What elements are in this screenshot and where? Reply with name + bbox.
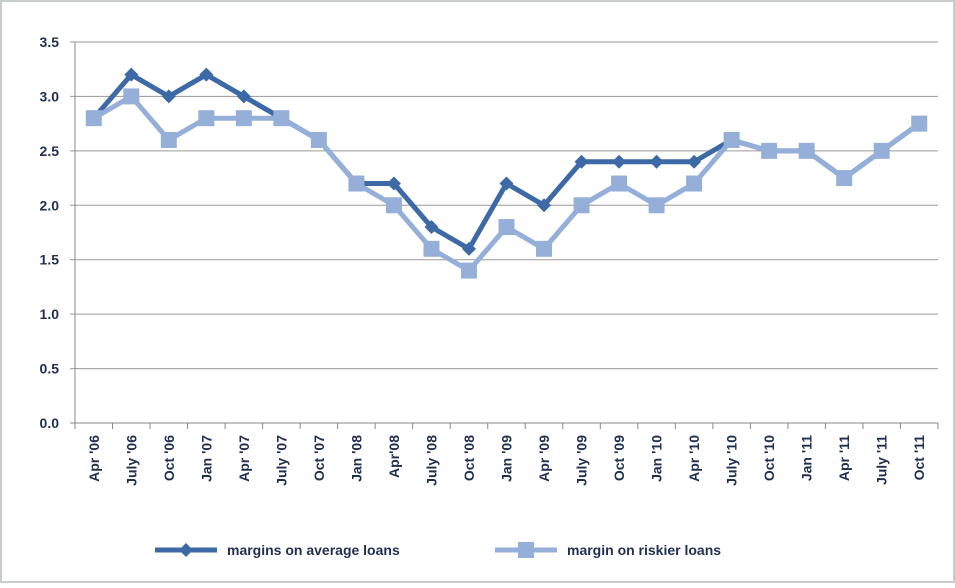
- x-tick-label: Apr '06: [86, 435, 102, 482]
- point: [723, 131, 740, 148]
- point: [460, 262, 477, 279]
- point: [687, 154, 702, 169]
- x-tick-label: July '10: [724, 435, 740, 486]
- point: [461, 241, 476, 256]
- point: [612, 154, 627, 169]
- x-tick-label: July '08: [423, 435, 439, 486]
- point: [123, 88, 140, 105]
- point: [761, 142, 778, 159]
- point: [648, 197, 665, 214]
- point: [611, 175, 628, 192]
- y-tick-label: 3.0: [40, 88, 60, 104]
- x-tick-label: Oct '10: [761, 435, 777, 481]
- legend-marker: [179, 543, 193, 557]
- x-tick-label: Apr '11: [836, 435, 852, 481]
- point: [798, 142, 815, 159]
- x-tick-label: Jan '10: [649, 435, 665, 482]
- point: [537, 198, 552, 213]
- x-tick-label: July '07: [273, 435, 289, 486]
- point: [424, 220, 439, 235]
- point: [649, 154, 664, 169]
- x-tick-label: Oct '11: [911, 435, 927, 481]
- x-tick-label: Oct '08: [461, 435, 477, 481]
- x-tick-label: Apr'08: [386, 435, 402, 478]
- y-tick-label: 1.0: [40, 306, 60, 322]
- point: [386, 176, 401, 191]
- point: [198, 110, 215, 127]
- point: [348, 175, 365, 192]
- x-tick-label: Oct '07: [311, 435, 327, 481]
- y-tick-label: 0.5: [40, 361, 60, 377]
- point: [160, 131, 177, 148]
- point: [273, 110, 290, 127]
- point: [310, 131, 327, 148]
- x-tick-label: Jan '08: [348, 435, 364, 482]
- x-tick-label: Oct '09: [611, 435, 627, 481]
- point: [574, 154, 589, 169]
- y-tick-label: 2.0: [40, 197, 60, 213]
- point: [573, 197, 590, 214]
- x-tick-label: Apr '10: [686, 435, 702, 482]
- x-tick-label: July '06: [123, 435, 139, 486]
- y-tick-label: 3.5: [40, 34, 60, 50]
- point: [385, 197, 402, 214]
- point: [498, 219, 515, 236]
- point: [911, 115, 928, 132]
- legend-marker: [518, 542, 534, 558]
- x-tick-label: Jan '07: [198, 435, 214, 482]
- x-tick-label: Jan '09: [499, 435, 515, 482]
- point: [873, 142, 890, 159]
- point: [124, 67, 139, 82]
- y-tick-label: 0.0: [40, 415, 60, 431]
- point: [235, 110, 252, 127]
- y-tick-label: 1.5: [40, 252, 60, 268]
- point: [85, 110, 102, 127]
- x-tick-label: Apr '07: [236, 435, 252, 482]
- point: [686, 175, 703, 192]
- point: [836, 170, 853, 187]
- legend-label: margin on riskier loans: [567, 542, 721, 558]
- point: [536, 240, 553, 257]
- point: [161, 89, 176, 104]
- point: [423, 240, 440, 257]
- y-tick-label: 2.5: [40, 143, 60, 159]
- x-tick-label: Oct '06: [161, 435, 177, 481]
- x-tick-label: July '09: [574, 435, 590, 486]
- point: [199, 67, 214, 82]
- x-tick-label: July '11: [874, 435, 890, 485]
- legend-label: margins on average loans: [227, 542, 400, 558]
- point: [236, 89, 251, 104]
- x-tick-label: Jan '11: [799, 435, 815, 481]
- point: [499, 176, 514, 191]
- x-tick-label: Apr '09: [536, 435, 552, 482]
